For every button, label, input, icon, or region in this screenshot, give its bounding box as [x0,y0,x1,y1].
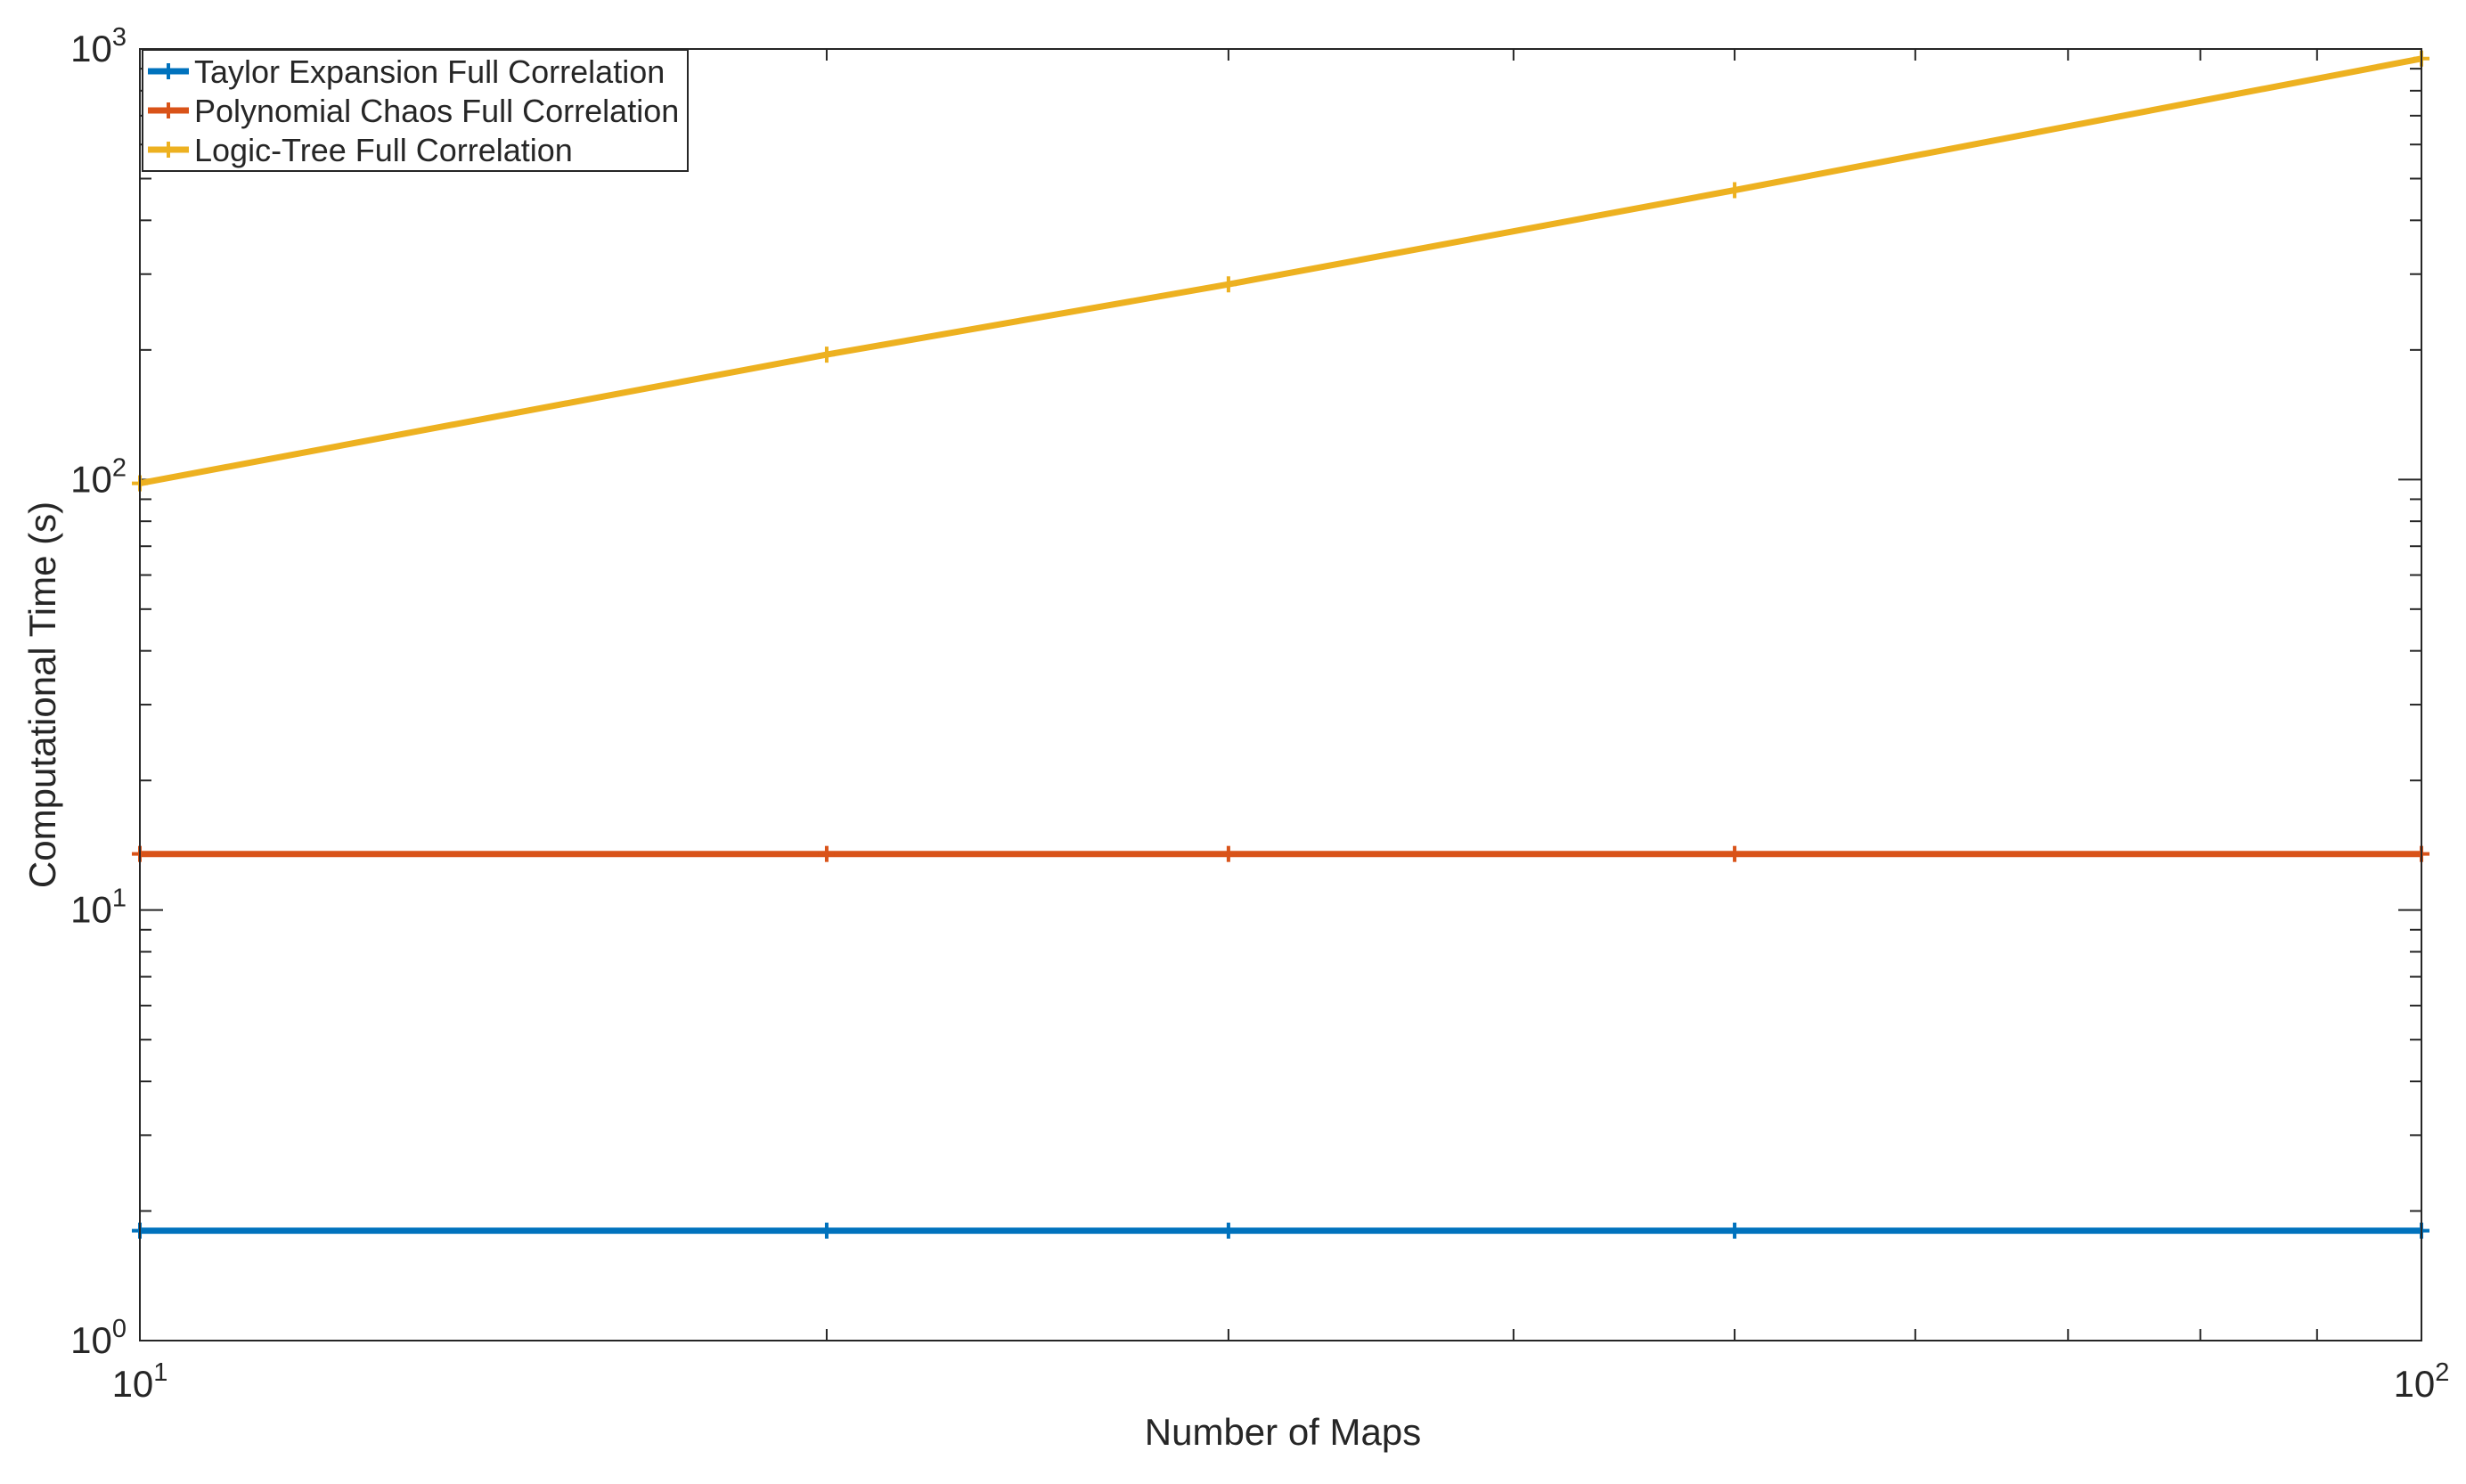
legend-box [142,49,689,172]
plot-area-frame [139,48,2422,1341]
y-tick-labels: 100 101 102 103 [70,23,127,1361]
x-tick-label: 101 [112,1358,168,1405]
series-layer [132,50,2429,1239]
y-tick-label: 100 [70,1315,127,1361]
legend-label: Logic-Tree Full Correlation [194,132,573,168]
x-tick-labels: 101 102 [112,1358,2450,1405]
x-axis-label: Number of Maps [1145,1411,1421,1453]
x-tick-label: 102 [2394,1358,2450,1405]
y-tick-label: 103 [70,23,127,69]
y-axis-label: Computational Time (s) [21,501,63,888]
y-tick-label: 102 [70,453,127,500]
legend: Taylor Expansion Full CorrelationPolynom… [142,49,689,172]
legend-label: Polynomial Chaos Full Correlation [194,93,679,129]
y-tick-label: 101 [70,885,127,931]
legend-label: Taylor Expansion Full Correlation [194,53,665,90]
